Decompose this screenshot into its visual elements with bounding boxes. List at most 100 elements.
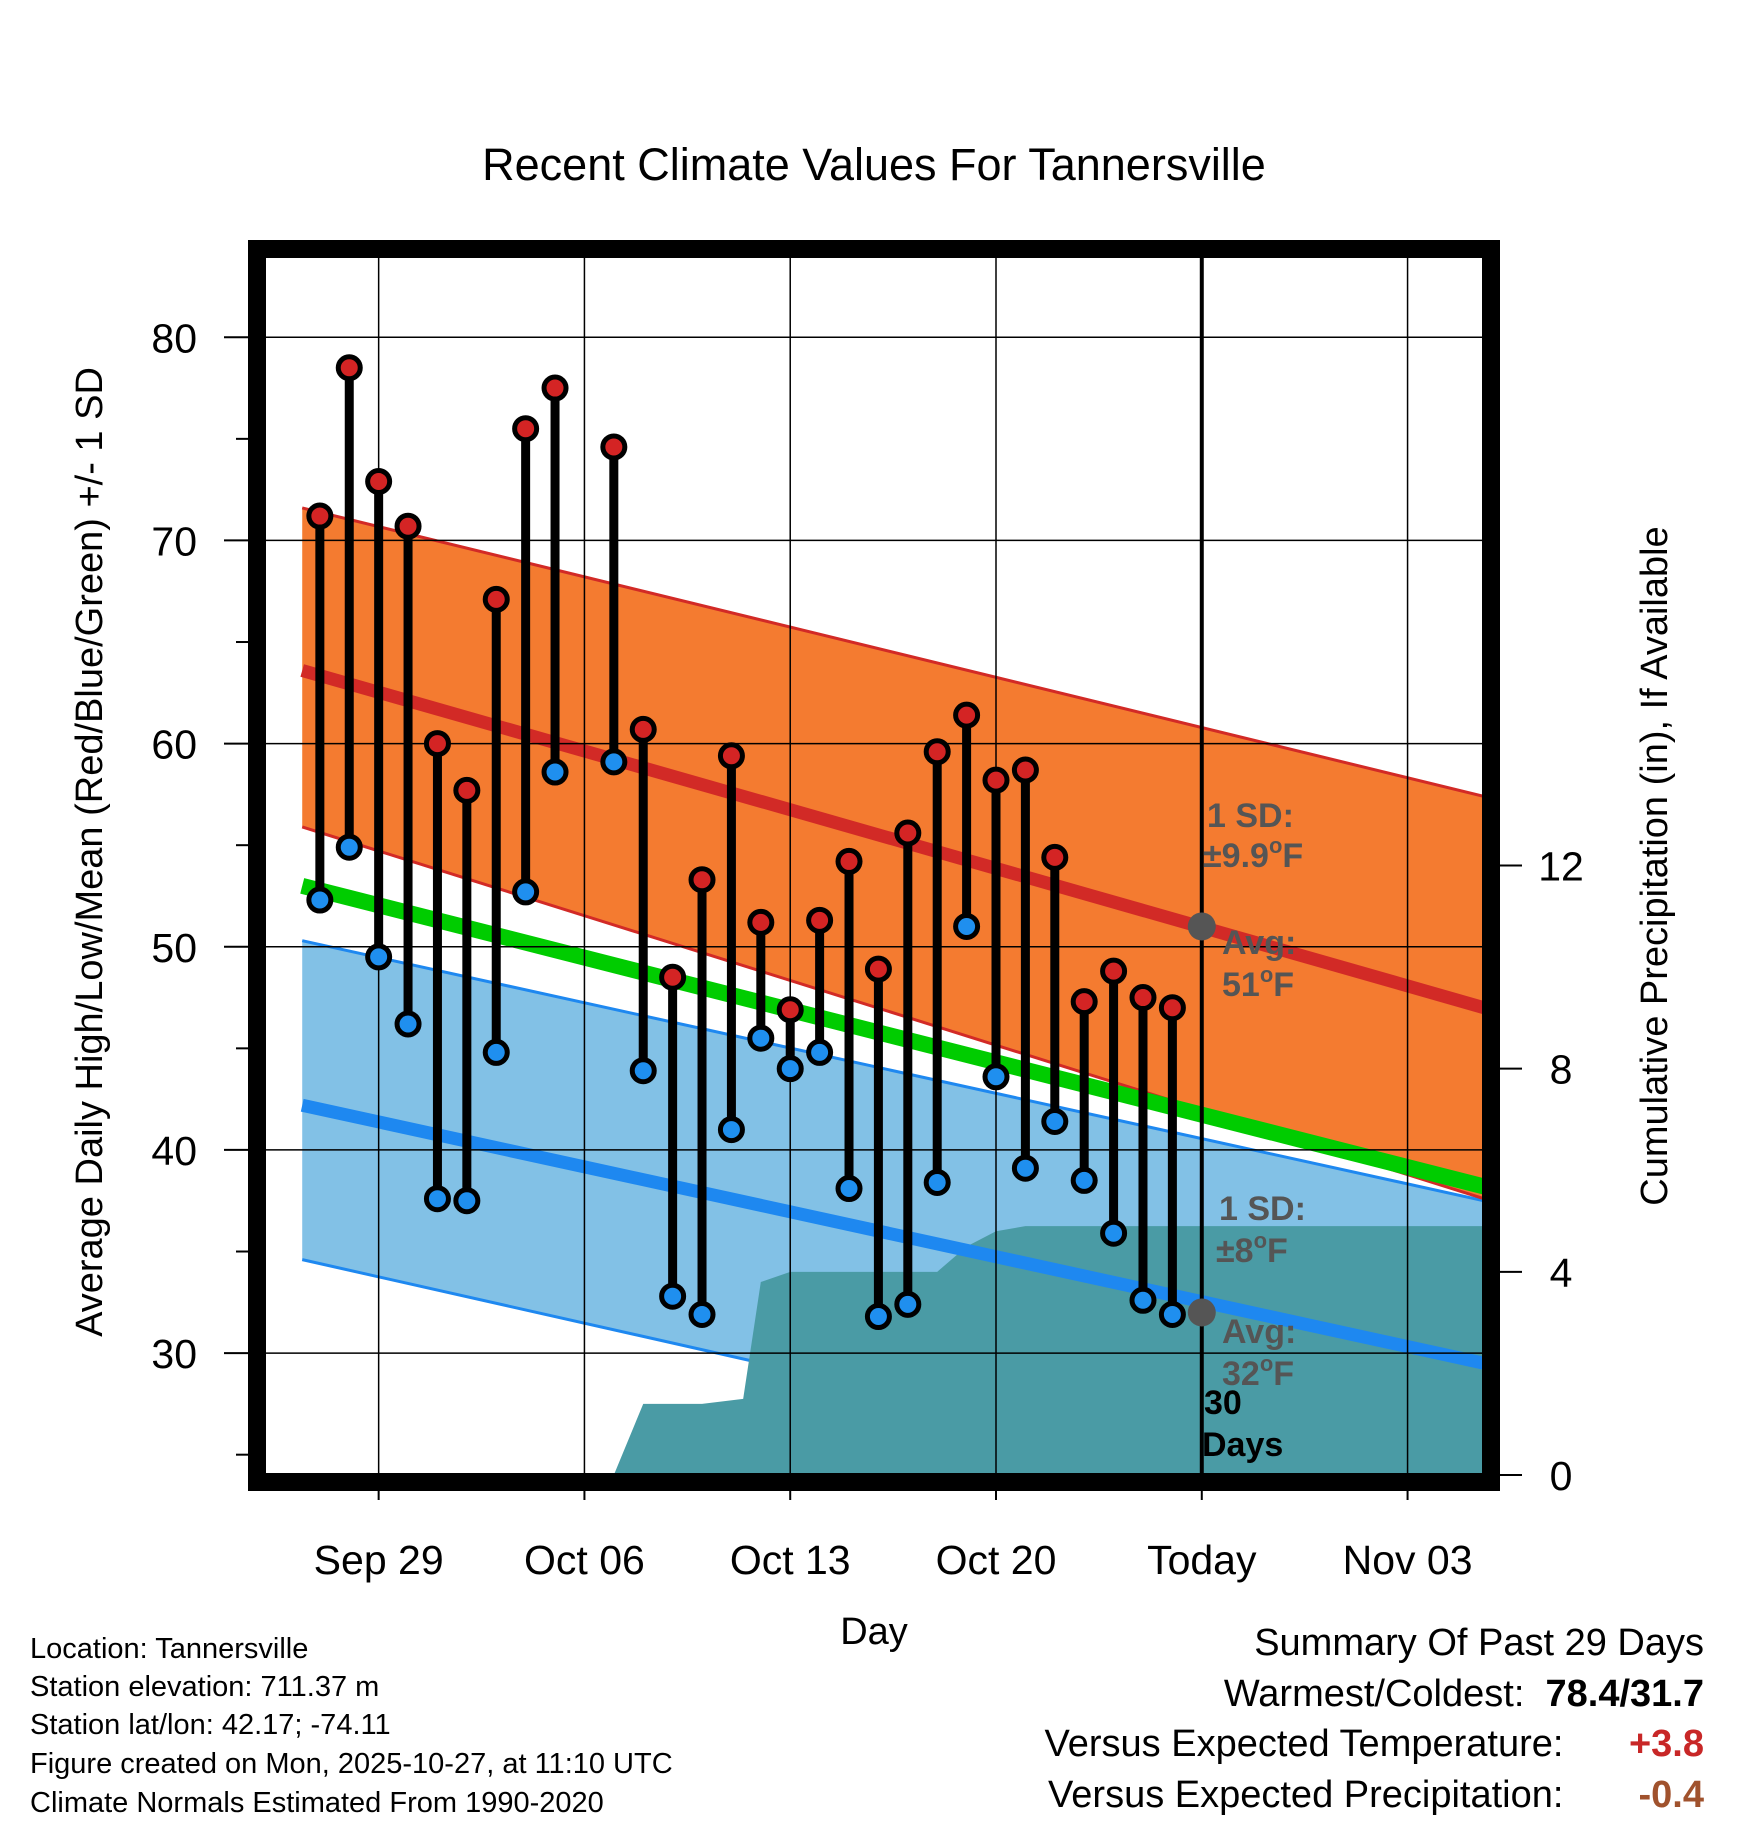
low-point xyxy=(541,758,569,786)
high-point xyxy=(953,701,981,729)
low-sd-value: ±8oF xyxy=(1216,1228,1288,1270)
high-point xyxy=(423,730,451,758)
low-point xyxy=(806,1038,834,1066)
low-point xyxy=(1158,1300,1186,1328)
high-point xyxy=(894,819,922,847)
y-axis-label: Average Daily High/Low/Mean (Red/Blue/Gr… xyxy=(69,367,111,1337)
high-point xyxy=(923,738,951,766)
high-point xyxy=(1011,756,1039,784)
low-point xyxy=(394,1010,422,1038)
high-point xyxy=(1158,994,1186,1022)
low-point xyxy=(335,833,363,861)
low-point xyxy=(365,943,393,971)
low-point xyxy=(512,878,540,906)
high-point xyxy=(806,906,834,934)
high-point xyxy=(982,766,1010,794)
high-point xyxy=(835,847,863,875)
low-sd-label: 1 SD: xyxy=(1219,1190,1306,1228)
summary-warm-cold-value: 78.4/31.7 xyxy=(1545,1673,1704,1715)
low-avg-value: 32oF xyxy=(1222,1351,1294,1393)
y-tick-label: 40 xyxy=(151,1128,197,1174)
high-point xyxy=(482,585,510,613)
y2-axis-label: Cumulative Precipitation (in), If Availa… xyxy=(1634,526,1676,1205)
low-point xyxy=(1100,1219,1128,1247)
high-point xyxy=(541,374,569,402)
y2-tick-label: 12 xyxy=(1538,844,1584,890)
low-avg-label: Avg: xyxy=(1222,1313,1296,1351)
high-avg-marker xyxy=(1187,912,1216,941)
low-normal-line xyxy=(300,1098,1484,1370)
low-point xyxy=(1011,1154,1039,1182)
summary-temp-label: Versus Expected Temperature: xyxy=(1044,1723,1564,1765)
y-tick-label: 70 xyxy=(151,518,197,564)
summary-warm-cold: Warmest/Coldest: 78.4/31.7 xyxy=(1224,1673,1704,1716)
y-tick-label: 60 xyxy=(151,722,197,768)
low-point xyxy=(482,1038,510,1066)
low-point xyxy=(982,1063,1010,1091)
low-point xyxy=(423,1185,451,1213)
low-point xyxy=(923,1168,951,1196)
summary-precip-label: Versus Expected Precipitation: xyxy=(1048,1774,1564,1816)
summary-precip: Versus Expected Precipitation: -0.4 xyxy=(1048,1774,1704,1817)
x-tick-label: Oct 06 xyxy=(524,1537,645,1583)
high-sd-label: 1 SD: xyxy=(1207,797,1294,835)
low-point xyxy=(1129,1286,1157,1314)
high-point xyxy=(365,468,393,496)
high-sd-value: ±9.9oF xyxy=(1203,833,1303,875)
high-point xyxy=(512,415,540,443)
low-point xyxy=(894,1290,922,1318)
high-point xyxy=(659,963,687,991)
low-point xyxy=(1041,1107,1069,1135)
low-point xyxy=(629,1057,657,1085)
precip-area xyxy=(613,1226,1484,1475)
footer-normals: Climate Normals Estimated From 1990-2020 xyxy=(30,1787,604,1819)
high-point xyxy=(1070,988,1098,1016)
high-avg-value: 51oF xyxy=(1222,962,1294,1004)
high-point xyxy=(335,354,363,382)
high-sd-band-upper-edge xyxy=(301,506,1484,798)
high-point xyxy=(394,512,422,540)
low-point xyxy=(306,886,334,914)
high-point xyxy=(629,715,657,743)
high-point xyxy=(747,908,775,936)
low-point xyxy=(747,1024,775,1052)
y2-tick-label: 0 xyxy=(1550,1453,1573,1499)
high-avg-label: Avg: xyxy=(1222,924,1296,962)
summary-temp: Versus Expected Temperature: +3.8 xyxy=(1045,1723,1704,1766)
x-tick-label: Nov 03 xyxy=(1343,1537,1473,1583)
high-point xyxy=(688,866,716,894)
x-tick-label: Oct 13 xyxy=(730,1537,851,1583)
high-point xyxy=(1129,984,1157,1012)
footer-location: Location: Tannersville xyxy=(30,1633,309,1665)
x-axis-label: Day xyxy=(840,1611,908,1653)
chart-title: Recent Climate Values For Tannersville xyxy=(482,139,1266,190)
high-point xyxy=(717,742,745,770)
high-point xyxy=(453,776,481,804)
summary-heading: Summary Of Past 29 Days xyxy=(1254,1622,1704,1664)
high-point xyxy=(1100,957,1128,985)
days-count-label: 30 xyxy=(1204,1384,1242,1422)
low-point xyxy=(688,1300,716,1328)
footer-elevation: Station elevation: 711.37 m xyxy=(30,1671,380,1703)
plot-frame xyxy=(248,240,1500,1491)
footer-latlon: Station lat/lon: 42.17; -74.11 xyxy=(30,1709,391,1741)
low-point xyxy=(659,1282,687,1310)
high-point xyxy=(776,996,804,1024)
summary-precip-value: -0.4 xyxy=(1638,1774,1704,1816)
y2-tick-label: 8 xyxy=(1550,1047,1573,1093)
x-tick-label: Oct 20 xyxy=(936,1537,1057,1583)
low-point xyxy=(953,912,981,940)
high-point xyxy=(600,433,628,461)
high-point xyxy=(1041,843,1069,871)
x-tick-label: Sep 29 xyxy=(314,1537,444,1583)
low-point xyxy=(835,1175,863,1203)
low-point xyxy=(864,1303,892,1331)
y2-tick-label: 4 xyxy=(1550,1250,1573,1296)
y-tick-label: 80 xyxy=(151,315,197,361)
low-avg-marker xyxy=(1187,1298,1216,1327)
y-tick-label: 50 xyxy=(151,925,197,971)
y-tick-label: 30 xyxy=(151,1331,197,1377)
